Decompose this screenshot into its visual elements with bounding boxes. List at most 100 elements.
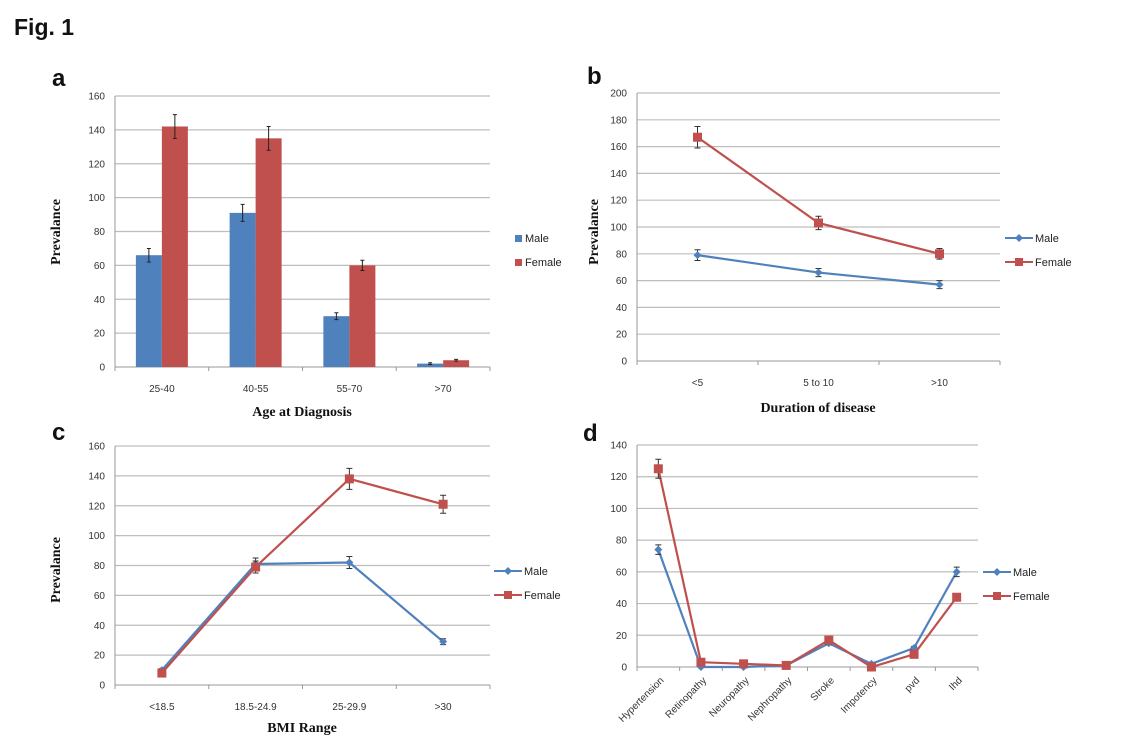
series-line-female xyxy=(161,477,444,674)
y-tick-label: 0 xyxy=(99,681,105,692)
y-tick-label: 40 xyxy=(94,295,106,306)
error-bar xyxy=(240,203,245,222)
panel-b: b 0 20 40 60 80 100 120 140 160 180 200 <5 5 to 10 >10… xyxy=(587,63,1072,416)
y-tick-label: 140 xyxy=(610,169,627,180)
bar-female xyxy=(349,265,376,367)
y-tick-label: 200 xyxy=(610,89,627,100)
y-tick-label: 140 xyxy=(88,125,105,136)
y-tick-label: 20 xyxy=(616,631,628,642)
y-tick-label: 40 xyxy=(616,599,628,610)
bar-male xyxy=(323,316,350,367)
series-line-female xyxy=(657,468,958,669)
y-tick-label: 100 xyxy=(88,193,105,204)
x-tick-label: Hypertension xyxy=(617,675,666,724)
panel-label: b xyxy=(587,63,602,90)
y-tick-label: 160 xyxy=(88,92,105,103)
x-tick-label: Ihd xyxy=(947,675,965,693)
y-axis-label: Prevalance xyxy=(49,537,64,603)
series-line-male xyxy=(657,549,958,669)
y-tick-label: 80 xyxy=(616,536,628,547)
legend-marker xyxy=(1015,258,1023,266)
y-tick-label: 160 xyxy=(88,442,105,453)
legend-label: Male xyxy=(525,233,549,245)
marker-square xyxy=(693,132,702,142)
marker-square xyxy=(952,592,962,602)
marker-square xyxy=(781,660,791,670)
marker-square xyxy=(814,218,823,228)
panel-a: a 0 20 40 60 80 100 120 140 160 25-40 40-55 55-70 >70… xyxy=(49,65,562,420)
marker-square xyxy=(157,668,167,678)
legend-label: Female xyxy=(525,257,562,269)
y-tick-label: 180 xyxy=(610,115,627,126)
legend-label: Male xyxy=(1013,567,1037,579)
panel-label: a xyxy=(52,65,66,92)
error-bar xyxy=(266,125,271,151)
panel-label: d xyxy=(583,420,598,447)
marker-square xyxy=(696,657,706,667)
y-tick-label: 140 xyxy=(88,471,105,482)
x-tick-label: <18.5 xyxy=(149,702,175,713)
x-tick-label: Impotency xyxy=(839,675,879,715)
y-tick-label: 120 xyxy=(88,501,105,512)
bar-female xyxy=(255,138,282,367)
x-tick-label: >30 xyxy=(435,702,452,713)
y-tick-label: 60 xyxy=(94,261,106,272)
y-tick-label: 80 xyxy=(616,249,628,260)
marker-square xyxy=(935,249,944,259)
legend-marker xyxy=(993,592,1001,600)
legend-swatch xyxy=(515,259,522,266)
panel-label: c xyxy=(52,419,65,446)
marker-square xyxy=(251,562,261,572)
x-tick-label: 40-55 xyxy=(243,384,269,395)
y-tick-label: 60 xyxy=(616,276,628,287)
x-tick-label: >10 xyxy=(931,378,948,389)
x-axis-label: BMI Range xyxy=(267,721,337,736)
bar-male xyxy=(417,363,444,367)
legend-swatch xyxy=(515,235,522,242)
marker-square xyxy=(653,464,663,474)
error-bar xyxy=(172,114,177,139)
panel-c: c 0 20 40 60 80 100 120 140 160 <18.5 18.5-24.9 25-2… xyxy=(49,419,561,736)
x-tick-label: Neuropathy xyxy=(707,675,751,719)
y-tick-label: 100 xyxy=(88,531,105,542)
marker-diamond xyxy=(693,251,702,260)
x-axis-label: Duration of disease xyxy=(760,401,875,416)
x-tick-label: 55-70 xyxy=(337,384,363,395)
legend-label: Female xyxy=(1035,257,1072,269)
y-tick-label: 80 xyxy=(94,561,106,572)
bar-male xyxy=(135,255,162,367)
legend-marker xyxy=(993,568,1001,576)
y-tick-label: 100 xyxy=(610,223,627,234)
y-tick-label: 40 xyxy=(616,303,628,314)
legend-marker xyxy=(1015,234,1023,242)
marker-diamond xyxy=(952,567,961,576)
x-tick-label: 25-29.9 xyxy=(332,702,366,713)
x-tick-label: 5 to 10 xyxy=(803,378,834,389)
marker-diamond xyxy=(654,545,663,554)
y-tick-label: 120 xyxy=(610,472,627,483)
figure-title: Fig. 1 xyxy=(14,14,75,40)
legend-label: Female xyxy=(524,590,561,602)
bar-female xyxy=(443,360,470,367)
bar-female xyxy=(161,126,188,367)
marker-diamond xyxy=(935,280,944,289)
error-bar xyxy=(360,259,365,271)
marker-diamond xyxy=(345,558,354,567)
y-tick-label: 60 xyxy=(616,567,628,578)
marker-diamond xyxy=(814,268,823,277)
marker-square xyxy=(438,499,448,509)
y-tick-label: 120 xyxy=(88,159,105,170)
bar-male xyxy=(229,212,256,367)
marker-square xyxy=(866,662,876,672)
legend-label: Female xyxy=(1013,591,1050,603)
marker-square xyxy=(739,659,749,669)
y-tick-label: 80 xyxy=(94,227,106,238)
marker-square xyxy=(824,635,834,645)
x-tick-label: Nephropathy xyxy=(746,675,794,723)
legend-marker xyxy=(504,567,512,575)
x-tick-label: 18.5-24.9 xyxy=(234,702,277,713)
marker-square xyxy=(344,474,354,484)
y-tick-label: 40 xyxy=(94,621,106,632)
x-tick-label: <5 xyxy=(692,378,704,389)
